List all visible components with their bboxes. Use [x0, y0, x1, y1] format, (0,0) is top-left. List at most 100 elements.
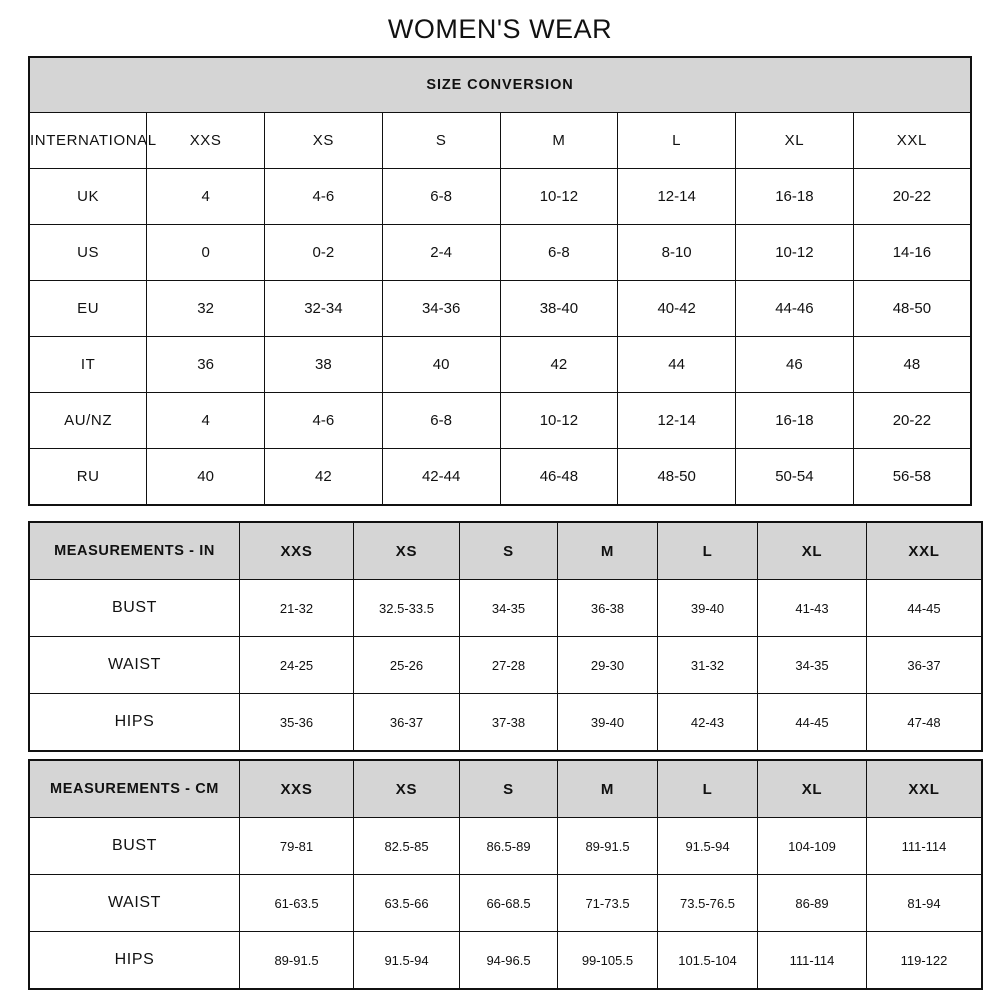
- table-cell: 38-40: [499, 280, 619, 337]
- row-label: US: [28, 224, 148, 281]
- table-row: US 0 0-2 2-4 6-8 8-10 10-12 14-16: [28, 224, 972, 281]
- table-cell: 34-36: [381, 280, 501, 337]
- table-cell: 79-81: [239, 817, 354, 875]
- column-header-xl: XL: [735, 112, 854, 169]
- column-header-l: L: [657, 521, 758, 580]
- table-cell: 32.5-33.5: [353, 579, 460, 637]
- table-cell: 16-18: [735, 168, 854, 225]
- table-row: RU 40 42 42-44 46-48 48-50 50-54 56-58: [28, 448, 972, 506]
- table-cell: 24-25: [239, 636, 354, 694]
- column-header-international: INTERNATIONAL: [28, 112, 156, 169]
- table-cell: 50-54: [735, 448, 854, 506]
- table-band-row: SIZE CONVERSION: [28, 56, 972, 113]
- table-cell: 32: [146, 280, 265, 337]
- table-cell: 42: [264, 448, 383, 506]
- row-label: HIPS: [28, 693, 240, 752]
- table-cell: 36-37: [353, 693, 460, 752]
- table-cell: 47-48: [866, 693, 983, 752]
- table-row: AU/NZ 4 4-6 6-8 10-12 12-14 16-18 20-22: [28, 392, 972, 449]
- table-row: EU 32 32-34 34-36 38-40 40-42 44-46 48-5…: [28, 280, 972, 337]
- row-label: EU: [28, 280, 148, 337]
- table-cell: 89-91.5: [239, 931, 354, 990]
- table-cell: 40: [381, 336, 501, 393]
- table-cell: 6-8: [381, 168, 501, 225]
- column-header-xxs: XXS: [239, 759, 354, 818]
- table-cell: 48: [852, 336, 972, 393]
- table-cell: 101.5-104: [657, 931, 758, 990]
- table-cell: 86.5-89: [459, 817, 558, 875]
- table-cell: 42-43: [657, 693, 758, 752]
- column-header-xl: XL: [757, 521, 867, 580]
- row-label: RU: [28, 448, 148, 506]
- table-cell: 4: [146, 392, 265, 449]
- measurements-in-header-label: MEASUREMENTS - IN: [28, 521, 240, 580]
- table-cell: 40: [146, 448, 265, 506]
- table-row: WAIST 24-25 25-26 27-28 29-30 31-32 34-3…: [28, 636, 983, 694]
- table-cell: 37-38: [459, 693, 558, 752]
- row-label: UK: [28, 168, 148, 225]
- table-cell: 27-28: [459, 636, 558, 694]
- table-cell: 42: [499, 336, 619, 393]
- table-cell: 86-89: [757, 874, 867, 932]
- table-cell: 12-14: [617, 392, 736, 449]
- table-cell: 31-32: [657, 636, 758, 694]
- table-cell: 21-32: [239, 579, 354, 637]
- table-cell: 61-63.5: [239, 874, 354, 932]
- table-cell: 34-35: [459, 579, 558, 637]
- table-cell: 73.5-76.5: [657, 874, 758, 932]
- table-cell: 14-16: [852, 224, 972, 281]
- table-cell: 89-91.5: [557, 817, 658, 875]
- table-cell: 56-58: [852, 448, 972, 506]
- measurements-cm-table: MEASUREMENTS - CM XXS XS S M L XL XXL BU…: [28, 759, 983, 990]
- measurements-inches-table: MEASUREMENTS - IN XXS XS S M L XL XXL BU…: [28, 521, 983, 752]
- table-row: BUST 21-32 32.5-33.5 34-35 36-38 39-40 4…: [28, 579, 983, 637]
- table-cell: 20-22: [852, 168, 972, 225]
- column-header-xl: XL: [757, 759, 867, 818]
- table-cell: 91.5-94: [353, 931, 460, 990]
- measurements-cm-header-label: MEASUREMENTS - CM: [28, 759, 240, 818]
- table-cell: 36-37: [866, 636, 983, 694]
- table-cell: 4: [146, 168, 265, 225]
- table-row: IT 36 38 40 42 44 46 48: [28, 336, 972, 393]
- table-cell: 34-35: [757, 636, 867, 694]
- row-label: HIPS: [28, 931, 240, 990]
- table-cell: 39-40: [557, 693, 658, 752]
- column-header-s: S: [459, 521, 558, 580]
- table-cell: 39-40: [657, 579, 758, 637]
- table-cell: 38: [264, 336, 383, 393]
- column-header-s: S: [381, 112, 501, 169]
- table-cell: 10-12: [735, 224, 854, 281]
- table-cell: 44-46: [735, 280, 854, 337]
- table-row: BUST 79-81 82.5-85 86.5-89 89-91.5 91.5-…: [28, 817, 983, 875]
- table-cell: 12-14: [617, 168, 736, 225]
- column-header-xs: XS: [353, 759, 460, 818]
- table-cell: 35-36: [239, 693, 354, 752]
- column-header-xs: XS: [353, 521, 460, 580]
- table-cell: 42-44: [381, 448, 501, 506]
- table-cell: 111-114: [866, 817, 983, 875]
- table-header-row: MEASUREMENTS - CM XXS XS S M L XL XXL: [28, 759, 983, 818]
- column-header-xxs: XXS: [146, 112, 265, 169]
- table-cell: 25-26: [353, 636, 460, 694]
- table-cell: 10-12: [499, 392, 619, 449]
- table-cell: 0-2: [264, 224, 383, 281]
- table-cell: 91.5-94: [657, 817, 758, 875]
- column-header-m: M: [557, 759, 658, 818]
- table-row: HIPS 89-91.5 91.5-94 94-96.5 99-105.5 10…: [28, 931, 983, 990]
- size-conversion-band-title: SIZE CONVERSION: [28, 56, 972, 113]
- table-cell: 10-12: [499, 168, 619, 225]
- table-cell: 4-6: [264, 168, 383, 225]
- table-cell: 46: [735, 336, 854, 393]
- column-header-s: S: [459, 759, 558, 818]
- table-header-row: INTERNATIONAL XXS XS S M L XL XXL: [28, 112, 972, 169]
- table-cell: 8-10: [617, 224, 736, 281]
- column-header-xxl: XXL: [866, 759, 983, 818]
- table-cell: 36-38: [557, 579, 658, 637]
- table-cell: 99-105.5: [557, 931, 658, 990]
- table-cell: 46-48: [499, 448, 619, 506]
- table-cell: 111-114: [757, 931, 867, 990]
- table-cell: 71-73.5: [557, 874, 658, 932]
- table-cell: 6-8: [499, 224, 619, 281]
- table-cell: 104-109: [757, 817, 867, 875]
- table-cell: 44: [617, 336, 736, 393]
